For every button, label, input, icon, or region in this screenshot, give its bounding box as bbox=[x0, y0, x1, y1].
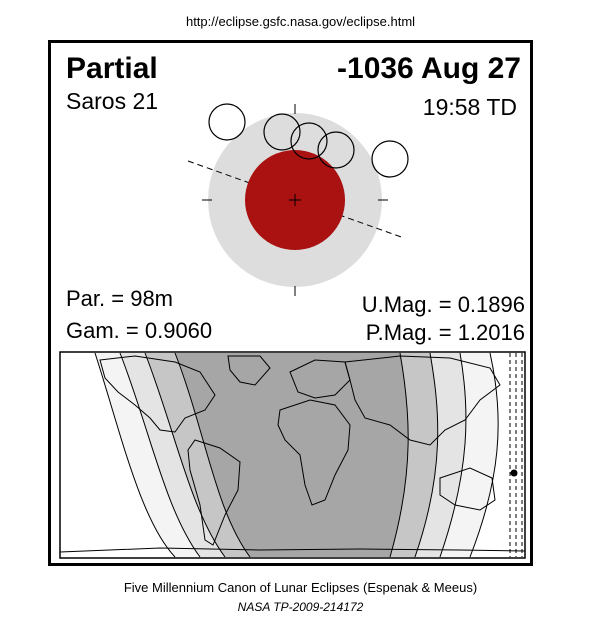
canon-citation: Five Millennium Canon of Lunar Eclipses … bbox=[123, 580, 478, 595]
continent-asia bbox=[344, 355, 501, 446]
boundary-curve-8 bbox=[389, 352, 409, 558]
visibility-map bbox=[59, 351, 526, 559]
boundary-curve-2 bbox=[119, 352, 201, 558]
full-visibility-region bbox=[175, 353, 409, 557]
penumbral-duration: Par. = 98m bbox=[66, 286, 174, 311]
boundary-curve-6 bbox=[439, 352, 467, 558]
boundary-curve-4 bbox=[174, 352, 251, 558]
moon-position-max bbox=[290, 122, 328, 160]
eclipse-panel bbox=[48, 40, 533, 566]
continent-australia bbox=[439, 467, 496, 511]
continent-antarctica bbox=[59, 547, 526, 553]
eclipse-time: 19:58 TD bbox=[422, 94, 517, 120]
boundary-curve-3 bbox=[144, 352, 226, 558]
source-url[interactable]: http://eclipse.gsfc.nasa.gov/eclipse.htm… bbox=[185, 14, 416, 29]
eclipse-type: Partial bbox=[66, 52, 158, 85]
umbral-magnitude: U.Mag. = 0.1896 bbox=[361, 292, 525, 317]
continent-greenland bbox=[227, 355, 271, 386]
saros-number: Saros 21 bbox=[66, 88, 159, 114]
moon-position-u4 bbox=[317, 131, 355, 169]
moon-position-p1 bbox=[208, 103, 246, 141]
boundary-curve-5 bbox=[469, 352, 499, 558]
sub-lunar-point bbox=[510, 469, 518, 477]
moon-position-u1 bbox=[263, 113, 301, 151]
gamma-value: Gam. = 0.9060 bbox=[66, 318, 213, 343]
eclipse-date: -1036 Aug 27 bbox=[337, 52, 521, 85]
moon-position-p4 bbox=[371, 140, 409, 178]
continent-north-america bbox=[99, 355, 216, 433]
penumbral-magnitude: P.Mag. = 1.2016 bbox=[365, 320, 525, 345]
continent-south-america bbox=[187, 439, 241, 546]
continent-africa bbox=[277, 399, 351, 506]
boundary-curve-7 bbox=[414, 352, 439, 558]
boundary-curve-1 bbox=[94, 352, 176, 558]
continent-europe bbox=[289, 359, 351, 399]
nasa-report-number: NASA TP-2009-214172 bbox=[237, 600, 364, 614]
